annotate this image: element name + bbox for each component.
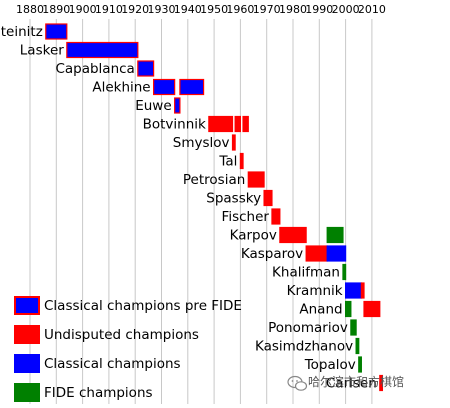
watermark: 哈尔滨市和方棋馆 [287,374,404,391]
champion-name-steinitz: Steinitz [0,24,43,40]
x-tick-label: 1930 [148,3,176,16]
x-tick-label: 1970 [253,3,281,16]
champion-name-botvinnik: Botvinnik [143,117,206,133]
reign-bar-alekhine [179,78,205,96]
x-tick-label: 1990 [305,3,333,16]
legend-label-undisputed: Undisputed champions [44,327,199,343]
x-tick-label: 1890 [42,3,70,16]
x-tick-label: 1940 [174,3,202,16]
reign-bar-smyslov [231,134,236,151]
champion-name-euwe: Euwe [135,98,171,114]
reign-bar-capablanca [137,60,155,77]
x-tick-label: 2010 [358,3,386,16]
watermark-text: 哈尔滨市和方棋馆 [308,374,404,389]
reign-bar-fischer [271,208,281,225]
x-axis-ticks: 1880189019001910192019301940195019601970… [16,3,386,16]
reign-bar-ponomariov [350,319,357,336]
reign-bars [45,23,384,392]
champion-name-smyslov: Smyslov [173,135,230,151]
x-tick-label: 1950 [200,3,228,16]
champion-name-spassky: Spassky [206,191,261,207]
champion-name-kasimdzhanov: Kasimdzhanov [255,339,353,355]
champion-name-capablanca: Capablanca [55,61,134,77]
reign-bar-alekhine [153,78,176,96]
champion-name-khalifman: Khalifman [272,265,340,281]
reign-bar-spassky [263,189,273,207]
legend-label-fide: FIDE champions [44,385,153,401]
legend: Classical champions pre FIDE Undisputed c… [14,296,242,402]
reign-bar-botvinnik [242,115,249,133]
reign-bar-euwe [174,97,181,114]
reign-bar-kramnik [360,282,365,299]
reign-bar-steinitz [45,23,68,40]
reign-bar-botvinnik [208,115,234,133]
wechat-icon [287,375,308,391]
reign-bar-tal [239,152,244,170]
reign-bar-kramnik [345,282,362,299]
x-tick-label: 2000 [332,3,360,16]
champion-name-karpov: Karpov [230,228,277,244]
x-tick-label: 1960 [226,3,254,16]
champion-name-anand: Anand [299,302,342,318]
champion-name-ponomariov: Ponomariov [268,320,348,336]
champion-name-kramnik: Kramnik [287,283,343,299]
reign-bar-karpov [326,226,344,244]
legend-swatch-classical_pre_fide [14,296,40,315]
champion-name-petrosian: Petrosian [183,172,245,188]
champion-name-fischer: Fischer [222,209,270,225]
legend-swatch-fide [14,383,40,402]
legend-swatch-undisputed [14,325,40,344]
reign-bar-lasker [66,41,139,59]
x-tick-label: 1910 [95,3,123,16]
x-tick-label: 1900 [69,3,97,16]
reign-bar-topalov [358,356,362,373]
legend-swatch-classical [14,354,40,373]
champion-name-topalov: Topalov [304,357,356,373]
champion-name-carlsen: Carlsen [326,376,377,392]
legend-label-classical: Classical champions [44,356,181,372]
legend-label-classical_pre_fide: Classical champions pre FIDE [44,298,242,314]
champion-name-alekhine: Alekhine [92,80,150,96]
reign-bar-carlsen [379,374,384,392]
reign-bar-kasparov [326,245,347,262]
champion-labels: Steinitz Lasker Capablanca Alekhine Euwe Botv… [0,24,377,392]
reign-bar-karpov [279,226,307,244]
champion-name-tal: Tal [218,154,237,170]
reign-bar-anand [363,300,381,318]
reign-bar-khalifman [342,263,347,281]
x-tick-label: 1880 [16,3,44,16]
x-tick-label: 1920 [121,3,149,16]
champion-name-kasparov: Kasparov [241,246,303,262]
reign-bar-anand [345,300,352,318]
reign-bar-botvinnik [234,115,241,133]
reign-bar-kasimdzhanov [355,337,360,355]
champion-name-lasker: Lasker [20,43,64,59]
reign-bar-petrosian [247,171,265,188]
x-tick-label: 1980 [279,3,307,16]
reign-bar-kasparov [305,245,328,262]
